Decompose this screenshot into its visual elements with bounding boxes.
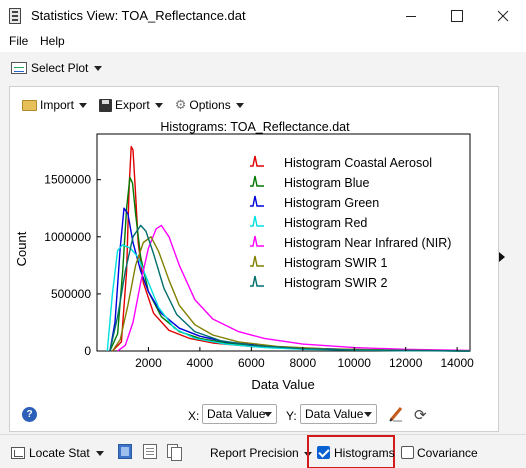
x-tick-label: 14000 [440, 356, 474, 370]
chevron-right-icon[interactable] [499, 252, 505, 262]
legend-entry: Histogram Coastal Aerosol [284, 156, 432, 170]
legend-marker [250, 175, 264, 187]
legend-entry: Histogram Near Infrared (NIR) [284, 236, 451, 250]
axis-controls: ? X: Data Value Y: Data Value ⟳ [10, 403, 500, 427]
chart-title: Histograms: TOA_Reflectance.dat [160, 120, 350, 134]
bottom-toolbar: Locate Stat Report Precision Histograms … [0, 434, 526, 468]
series-layer [106, 145, 471, 352]
legend-entry: Histogram SWIR 1 [284, 256, 388, 270]
chevron-down-icon [95, 450, 104, 456]
plot-toolbar: Import Export ⚙ Options [22, 97, 244, 113]
legend-marker [250, 275, 264, 287]
legend-marker [250, 215, 264, 227]
y-tick-label: 1000000 [44, 230, 91, 244]
y-axis-label: Count [14, 231, 29, 266]
chevron-down-icon [364, 412, 372, 417]
save-disk-icon [99, 98, 113, 112]
legend-entry: Histogram Blue [284, 176, 369, 190]
pencil-icon[interactable] [389, 406, 403, 422]
legend-entry: Histogram SWIR 2 [284, 276, 388, 290]
export-label: Export [115, 98, 150, 112]
top-toolbar: Select Plot [0, 52, 526, 84]
chevron-down-icon [154, 102, 163, 108]
y-tick-label: 500000 [51, 287, 91, 301]
series-line-7 [109, 224, 471, 352]
import-label: Import [40, 98, 75, 112]
legend-entry: Histogram Green [284, 196, 379, 210]
legend-marker [250, 255, 264, 267]
window-title: Statistics View: TOA_Reflectance.dat [31, 8, 246, 23]
histogram-chart: 2000 4000 6000 8000 10000 12000 14000 0 500000 1… [14, 133, 474, 392]
chevron-down-icon [264, 412, 272, 417]
export-button[interactable]: Export [99, 98, 163, 112]
chevron-down-icon [94, 65, 103, 71]
maximize-button[interactable] [434, 0, 480, 32]
x-axis-select[interactable]: Data Value [202, 404, 277, 424]
gear-icon: ⚙ [174, 97, 187, 112]
help-icon[interactable]: ? [22, 407, 37, 422]
histograms-label[interactable]: Histograms [334, 446, 395, 460]
close-button[interactable] [480, 0, 526, 32]
x-tick-label: 2000 [135, 356, 162, 370]
minimize-button[interactable] [388, 0, 434, 32]
plot-panel: Import Export ⚙ Options Histograms: TOA_… [9, 86, 499, 432]
y-tick-label: 1500000 [44, 173, 91, 187]
chevron-down-icon [79, 102, 88, 108]
title-bar: Statistics View: TOA_Reflectance.dat [0, 0, 526, 32]
x-axis-select-value: Data Value [207, 407, 266, 421]
menu-bar: File Help [0, 32, 526, 52]
legend-marker [250, 155, 264, 167]
x-tick-label: 10000 [338, 356, 372, 370]
x-tick-label: 6000 [238, 356, 265, 370]
locate-stat-icon [11, 447, 25, 459]
x-axis-label: Data Value [251, 377, 314, 392]
y-tick-label: 0 [84, 344, 91, 358]
legend-entry: Histogram Red [284, 216, 367, 230]
y-axis-select[interactable]: Data Value [300, 404, 377, 424]
locate-stat-label: Locate Stat [29, 446, 90, 460]
y-axis-selector-label: Y: [286, 409, 297, 423]
legend-marker [250, 235, 264, 247]
legend-marker [250, 195, 264, 207]
folder-icon [22, 99, 37, 111]
menu-help[interactable]: Help [40, 34, 65, 48]
locate-stat-button[interactable]: Locate Stat [11, 446, 104, 460]
x-axis-selector-label: X: [188, 409, 200, 423]
x-tick-label: 4000 [187, 356, 214, 370]
import-button[interactable]: Import [22, 98, 88, 112]
select-plot-label: Select Plot [31, 61, 89, 75]
chevron-down-icon [235, 102, 244, 108]
close-icon [497, 10, 509, 22]
series-line-5 [117, 224, 471, 352]
single-view-icon[interactable] [118, 444, 132, 459]
covariance-label[interactable]: Covariance [417, 446, 478, 460]
x-axis-ticks: 2000 4000 6000 8000 10000 12000 14000 [135, 347, 474, 370]
select-plot-button[interactable]: Select Plot [11, 61, 103, 75]
line-chart-icon [11, 62, 27, 74]
menu-file[interactable]: File [9, 34, 29, 48]
options-label: Options [189, 98, 231, 112]
y-axis-ticks: 0 500000 1000000 1500000 [44, 173, 101, 358]
covariance-checkbox[interactable] [401, 446, 414, 459]
chart-legend: Histogram Coastal Aerosol Histogram Blue H… [250, 155, 451, 290]
options-button[interactable]: ⚙ Options [175, 97, 244, 113]
histograms-checkbox[interactable] [317, 446, 330, 459]
refresh-icon[interactable]: ⟳ [414, 407, 427, 424]
y-axis-select-value: Data Value [305, 407, 364, 421]
table-view-icon[interactable] [143, 444, 157, 459]
report-precision-button[interactable]: Report Precision [210, 446, 313, 460]
x-tick-label: 8000 [289, 356, 316, 370]
plot-area-frame [96, 133, 471, 352]
x-tick-label: 12000 [389, 356, 423, 370]
report-precision-label: Report Precision [210, 446, 299, 460]
copy-icon[interactable] [167, 444, 182, 461]
statistics-app-icon [9, 8, 21, 24]
